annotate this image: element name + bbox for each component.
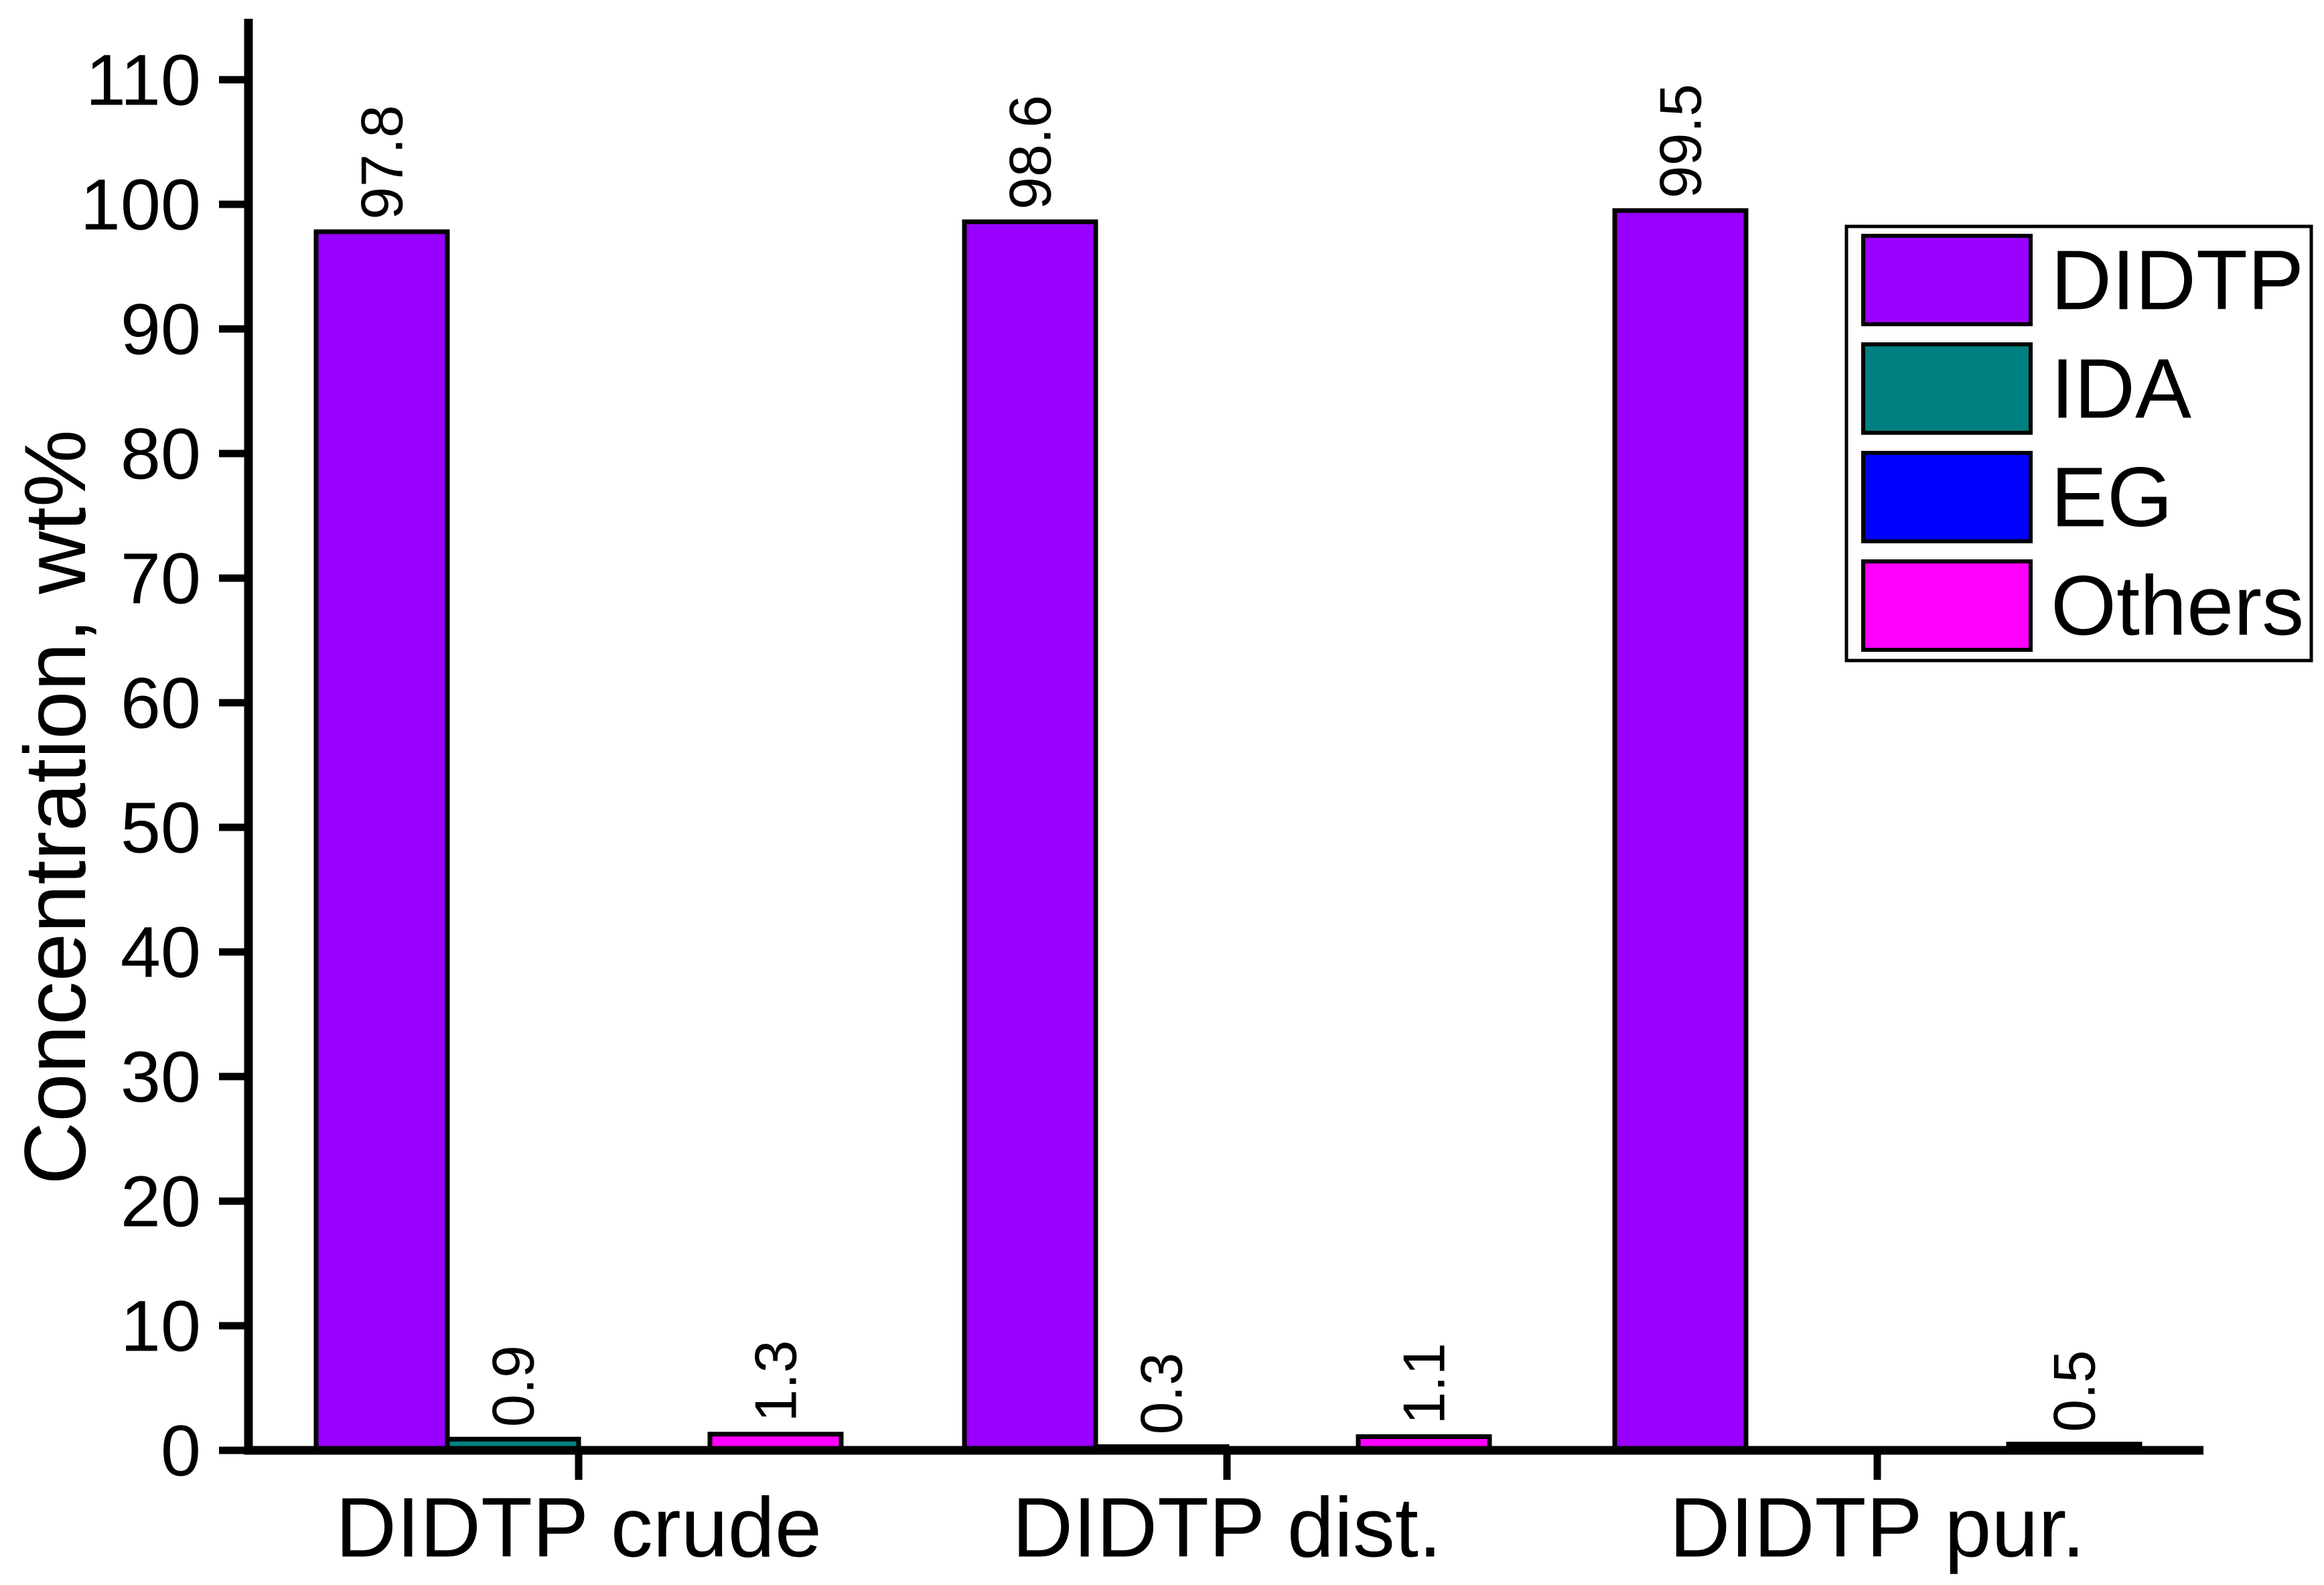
bar-value-label-ida-0: 0.9 (480, 1345, 547, 1427)
x-category-label-0: DIDTP crude (336, 1480, 822, 1575)
bar-value-label-didtp-1: 98.6 (997, 95, 1064, 210)
y-tick-label-0: 0 (161, 1410, 201, 1491)
bar-didtp-2 (1612, 208, 1749, 1453)
bar-value-label-ida-1: 0.3 (1129, 1353, 1195, 1434)
legend-label-ida: IDA (2051, 342, 2191, 436)
x-category-label-1: DIDTP dist. (1012, 1480, 1442, 1575)
legend-label-didtp: DIDTP (2051, 233, 2304, 328)
labels-layer: 97.8 98.6 99.5 0.9 0.3 1.3 1.1 0.5 0 10 20 30 40 50 60… (6, 40, 2108, 1575)
y-tick-label-40: 40 (121, 912, 201, 993)
y-axis-title: Concentration, wt% (6, 429, 104, 1184)
y-tick-label-70: 70 (121, 538, 201, 619)
axes-layer (219, 19, 2203, 1480)
y-tick-label-80: 80 (121, 413, 201, 494)
bar-value-label-others-2: 0.5 (2041, 1350, 2108, 1432)
y-tick-label-30: 30 (121, 1036, 201, 1117)
y-tick-label-90: 90 (121, 289, 201, 370)
bars-layer (313, 208, 2143, 1453)
y-tick-label-100: 100 (80, 164, 201, 245)
y-tick-label-60: 60 (121, 663, 201, 744)
y-tick-label-50: 50 (121, 787, 201, 868)
legend: DIDTP IDA EG Others (1844, 224, 2313, 663)
bar-didtp-1 (962, 219, 1098, 1453)
bar-didtp-0 (313, 229, 450, 1453)
legend-swatch-ida (1861, 342, 2033, 435)
bar-value-label-didtp-0: 97.8 (349, 105, 415, 220)
legend-label-eg: EG (2051, 450, 2173, 545)
x-category-label-2: DIDTP pur. (1670, 1480, 2086, 1575)
bar-value-label-didtp-2: 99.5 (1648, 84, 1714, 198)
y-tick-label-110: 110 (86, 40, 201, 121)
bar-value-label-others-1: 1.1 (1391, 1342, 1457, 1424)
y-tick-label-20: 20 (121, 1161, 201, 1242)
legend-label-others: Others (2051, 559, 2304, 653)
legend-swatch-others (1861, 559, 2033, 652)
bar-value-label-others-0: 1.3 (743, 1340, 809, 1422)
legend-swatch-didtp (1861, 234, 2033, 326)
y-tick-label-10: 10 (121, 1286, 201, 1367)
legend-swatch-eg (1861, 451, 2033, 543)
